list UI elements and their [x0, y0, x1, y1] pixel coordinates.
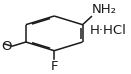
Text: H·HCl: H·HCl — [90, 24, 127, 36]
Text: O: O — [2, 40, 12, 53]
Text: F: F — [50, 60, 58, 73]
Text: NH₂: NH₂ — [92, 3, 117, 16]
